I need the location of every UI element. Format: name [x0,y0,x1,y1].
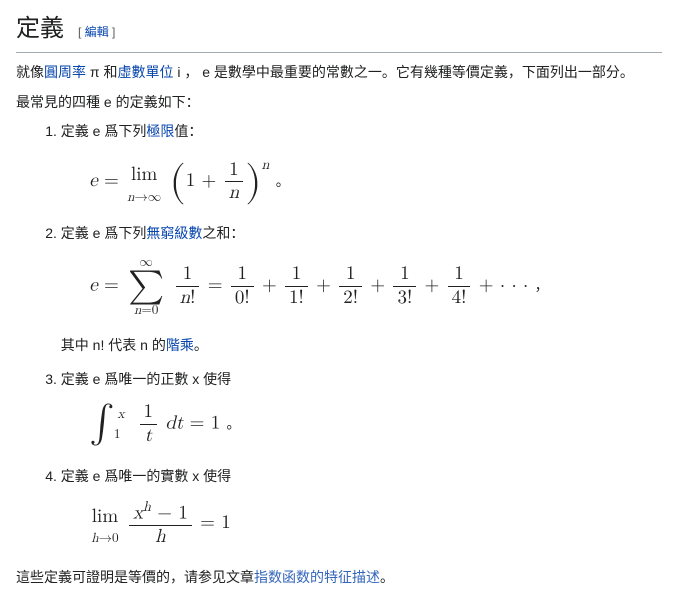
factorial-note: 其中 n! 代表 n 的階乘。 [61,334,662,356]
link-limit[interactable]: 極限 [146,123,174,139]
definition-1: 定義 e 爲下列極限值： e = limn→∞ (1 + 1n)n 。 [61,120,662,205]
definition-3: 定義 e 爲唯一的正數 x 使得 x∫1 1t dt = 1 。 [61,368,662,448]
intro-paragraph: 就像圓周率 π 和虛數單位 i ， e 是數學中最重要的常數之一。它有幾種等價定… [16,61,662,83]
link-factorial[interactable]: 階乘 [166,337,194,353]
link-pi[interactable]: 圓周率 [44,64,86,80]
para-definitions-intro: 最常見的四種 e 的定義如下： [16,91,662,113]
formula-derivative-limit: limh→0 xh − 1h = 1 [89,499,662,549]
link-infinite-series[interactable]: 無窮級數 [146,225,202,241]
heading-title: 定義 [16,16,64,42]
definitions-list: 定義 e 爲下列極限值： e = limn→∞ (1 + 1n)n 。 定義 e… [61,120,662,549]
formula-limit: e = limn→∞ (1 + 1n)n 。 [89,154,662,205]
definition-4: 定義 e 爲唯一的實數 x 使得 limh→0 xh − 1h = 1 [61,465,662,549]
link-characterizations[interactable]: 指数函数的特征描述 [254,569,380,585]
section-heading: 定義 [ 編輯 ] [16,10,662,53]
definition-2: 定義 e 爲下列無窮級數之和： e = ∞∑n=0 1n! = 10! + 11… [61,222,662,356]
link-imaginary-unit[interactable]: 虛數單位 [117,64,173,80]
footer-paragraph: 這些定義可證明是等價的，请参见文章指数函数的特征描述。 [16,566,662,588]
formula-integral: x∫1 1t dt = 1 。 [89,401,662,448]
formula-series: e = ∞∑n=0 1n! = 10! + 11! + 12! + 13! + … [89,256,662,317]
edit-link[interactable]: 編輯 [85,25,109,39]
edit-section: [ 編輯 ] [78,25,115,39]
